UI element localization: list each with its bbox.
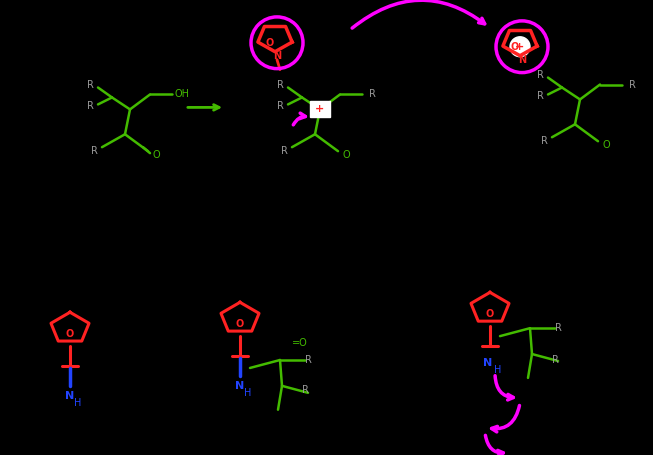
Text: O: O — [342, 150, 350, 160]
Text: R: R — [537, 70, 543, 80]
Text: R: R — [304, 355, 311, 365]
Text: R: R — [87, 80, 93, 90]
Text: N: N — [273, 51, 281, 61]
Text: R: R — [537, 91, 543, 101]
Text: N: N — [518, 55, 526, 65]
Text: R: R — [277, 80, 283, 90]
Text: N: N — [235, 381, 245, 391]
Text: R: R — [368, 90, 375, 100]
Text: OH: OH — [174, 90, 189, 100]
Text: R: R — [87, 101, 93, 111]
Text: R: R — [541, 136, 547, 146]
Text: O: O — [66, 329, 74, 339]
Text: R: R — [302, 385, 308, 395]
Circle shape — [510, 37, 530, 57]
Text: O: O — [511, 42, 519, 52]
Text: +: + — [515, 42, 524, 52]
Text: O: O — [266, 38, 274, 48]
Text: R: R — [277, 101, 283, 111]
Text: N: N — [65, 391, 74, 401]
Text: N: N — [483, 358, 492, 368]
Text: H: H — [74, 398, 82, 408]
Text: H: H — [494, 365, 502, 375]
Text: O: O — [602, 140, 610, 150]
Text: +: + — [315, 104, 325, 114]
Text: R: R — [554, 323, 562, 333]
Text: =O: =O — [292, 338, 308, 348]
Text: H: H — [244, 388, 251, 398]
Bar — [310, 101, 330, 117]
Text: O: O — [236, 319, 244, 329]
Text: R: R — [629, 80, 635, 90]
Text: R: R — [91, 146, 97, 156]
Text: O: O — [152, 150, 160, 160]
Text: R: R — [281, 146, 287, 156]
Text: R: R — [552, 355, 558, 365]
Text: O: O — [486, 309, 494, 319]
